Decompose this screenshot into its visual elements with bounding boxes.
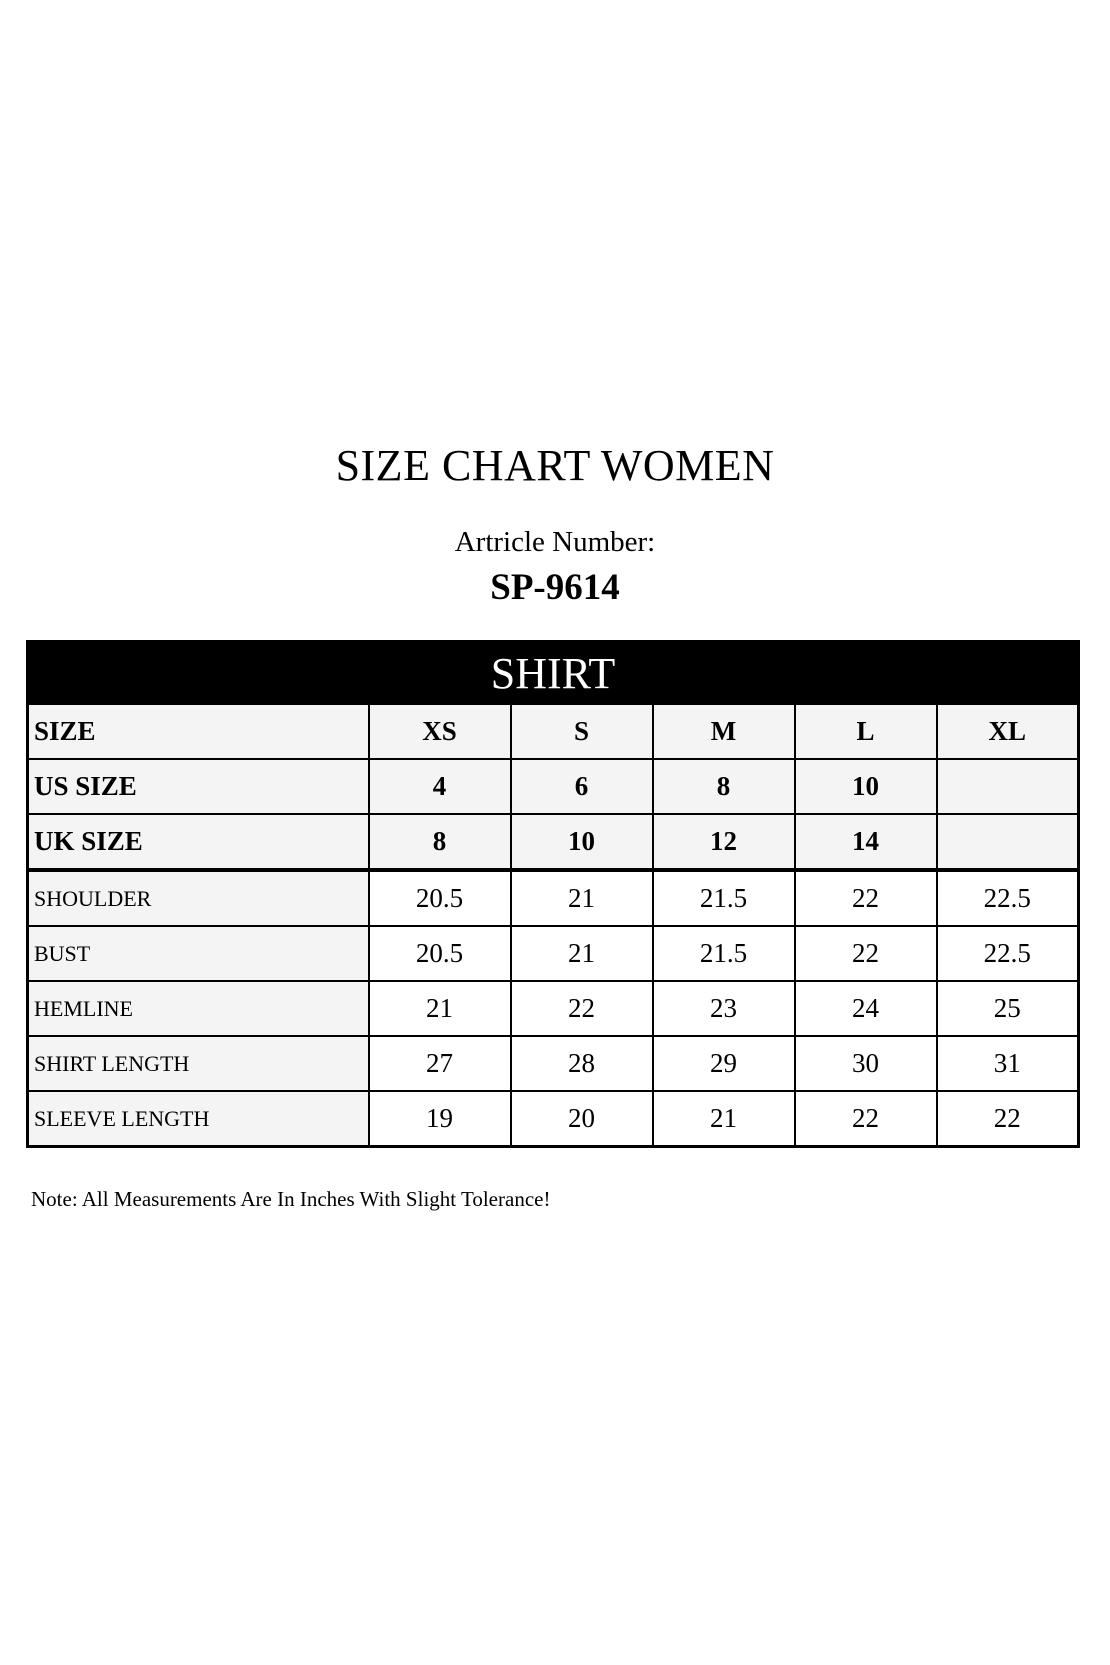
table-cell: 22 bbox=[793, 925, 938, 982]
table-cell: XL bbox=[935, 703, 1080, 760]
table-cell: 22.5 bbox=[935, 925, 1080, 982]
row-label: US SIZE bbox=[26, 758, 370, 815]
table-cell: 22.5 bbox=[935, 869, 1080, 927]
table-cell: 8 bbox=[651, 758, 796, 815]
measurement-row: SHOULDER 20.5 21 21.5 22 22.5 bbox=[26, 869, 1080, 927]
table-cell: 22 bbox=[793, 869, 938, 927]
table-cell: 20 bbox=[509, 1090, 654, 1148]
table-cell: XS bbox=[367, 703, 512, 760]
measurement-note: Note: All Measurements Are In Inches Wit… bbox=[31, 1187, 551, 1211]
table-cell: 21 bbox=[367, 980, 512, 1037]
table-cell: 22 bbox=[509, 980, 654, 1037]
table-cell bbox=[935, 813, 1080, 872]
table-cell: 4 bbox=[367, 758, 512, 815]
table-cell: 24 bbox=[793, 980, 938, 1037]
table-cell: 19 bbox=[367, 1090, 512, 1148]
table-cell: 10 bbox=[509, 813, 654, 872]
article-number-label: Artricle Number: bbox=[454, 526, 656, 558]
row-label: UK SIZE bbox=[26, 813, 370, 872]
table-cell: 14 bbox=[793, 813, 938, 872]
measurement-row: SHIRT LENGTH 27 28 29 30 31 bbox=[26, 1035, 1080, 1092]
article-number: SP-9614 bbox=[490, 567, 620, 608]
table-cell: 28 bbox=[509, 1035, 654, 1092]
table-cell: 23 bbox=[651, 980, 796, 1037]
row-label: SHIRT LENGTH bbox=[26, 1035, 370, 1092]
measurement-row: HEMLINE 21 22 23 24 25 bbox=[26, 980, 1080, 1037]
table-cell: 27 bbox=[367, 1035, 512, 1092]
table-cell: L bbox=[793, 703, 938, 760]
table-cell: 21 bbox=[509, 869, 654, 927]
table-cell: 25 bbox=[935, 980, 1080, 1037]
table-cell: 29 bbox=[651, 1035, 796, 1092]
size-header-row: US SIZE 4 6 8 10 bbox=[26, 758, 1080, 815]
table-cell bbox=[935, 758, 1080, 815]
table-cell: 6 bbox=[509, 758, 654, 815]
row-label: HEMLINE bbox=[26, 980, 370, 1037]
row-label: SIZE bbox=[26, 703, 370, 760]
row-label: SLEEVE LENGTH bbox=[26, 1090, 370, 1148]
table-cell: S bbox=[509, 703, 654, 760]
size-chart-table: SHIRT SIZE XS S M L XL US SIZE 4 6 8 10 UK SIZE 8 10 1… bbox=[26, 640, 1080, 1148]
table-cell: 21 bbox=[509, 925, 654, 982]
table-cell: 20.5 bbox=[367, 925, 512, 982]
table-cell: 21.5 bbox=[651, 869, 796, 927]
table-cell: 31 bbox=[935, 1035, 1080, 1092]
page-title: SIZE CHART WOMEN bbox=[335, 441, 775, 490]
table-cell: M bbox=[651, 703, 796, 760]
measurement-row: SLEEVE LENGTH 19 20 21 22 22 bbox=[26, 1090, 1080, 1148]
measurement-row: BUST 20.5 21 21.5 22 22.5 bbox=[26, 925, 1080, 982]
row-label: SHOULDER bbox=[26, 869, 370, 927]
table-cell: 22 bbox=[793, 1090, 938, 1148]
table-cell: 20.5 bbox=[367, 869, 512, 927]
table-cell: 8 bbox=[367, 813, 512, 872]
table-cell: 10 bbox=[793, 758, 938, 815]
table-cell: 21.5 bbox=[651, 925, 796, 982]
table-cell: 12 bbox=[651, 813, 796, 872]
row-label: BUST bbox=[26, 925, 370, 982]
size-header-row: SIZE XS S M L XL bbox=[26, 703, 1080, 760]
table-cell: 21 bbox=[651, 1090, 796, 1148]
section-header: SHIRT bbox=[27, 641, 1079, 704]
table-cell: 22 bbox=[935, 1090, 1080, 1148]
size-header-row: UK SIZE 8 10 12 14 bbox=[26, 813, 1080, 872]
table-cell: 30 bbox=[793, 1035, 938, 1092]
